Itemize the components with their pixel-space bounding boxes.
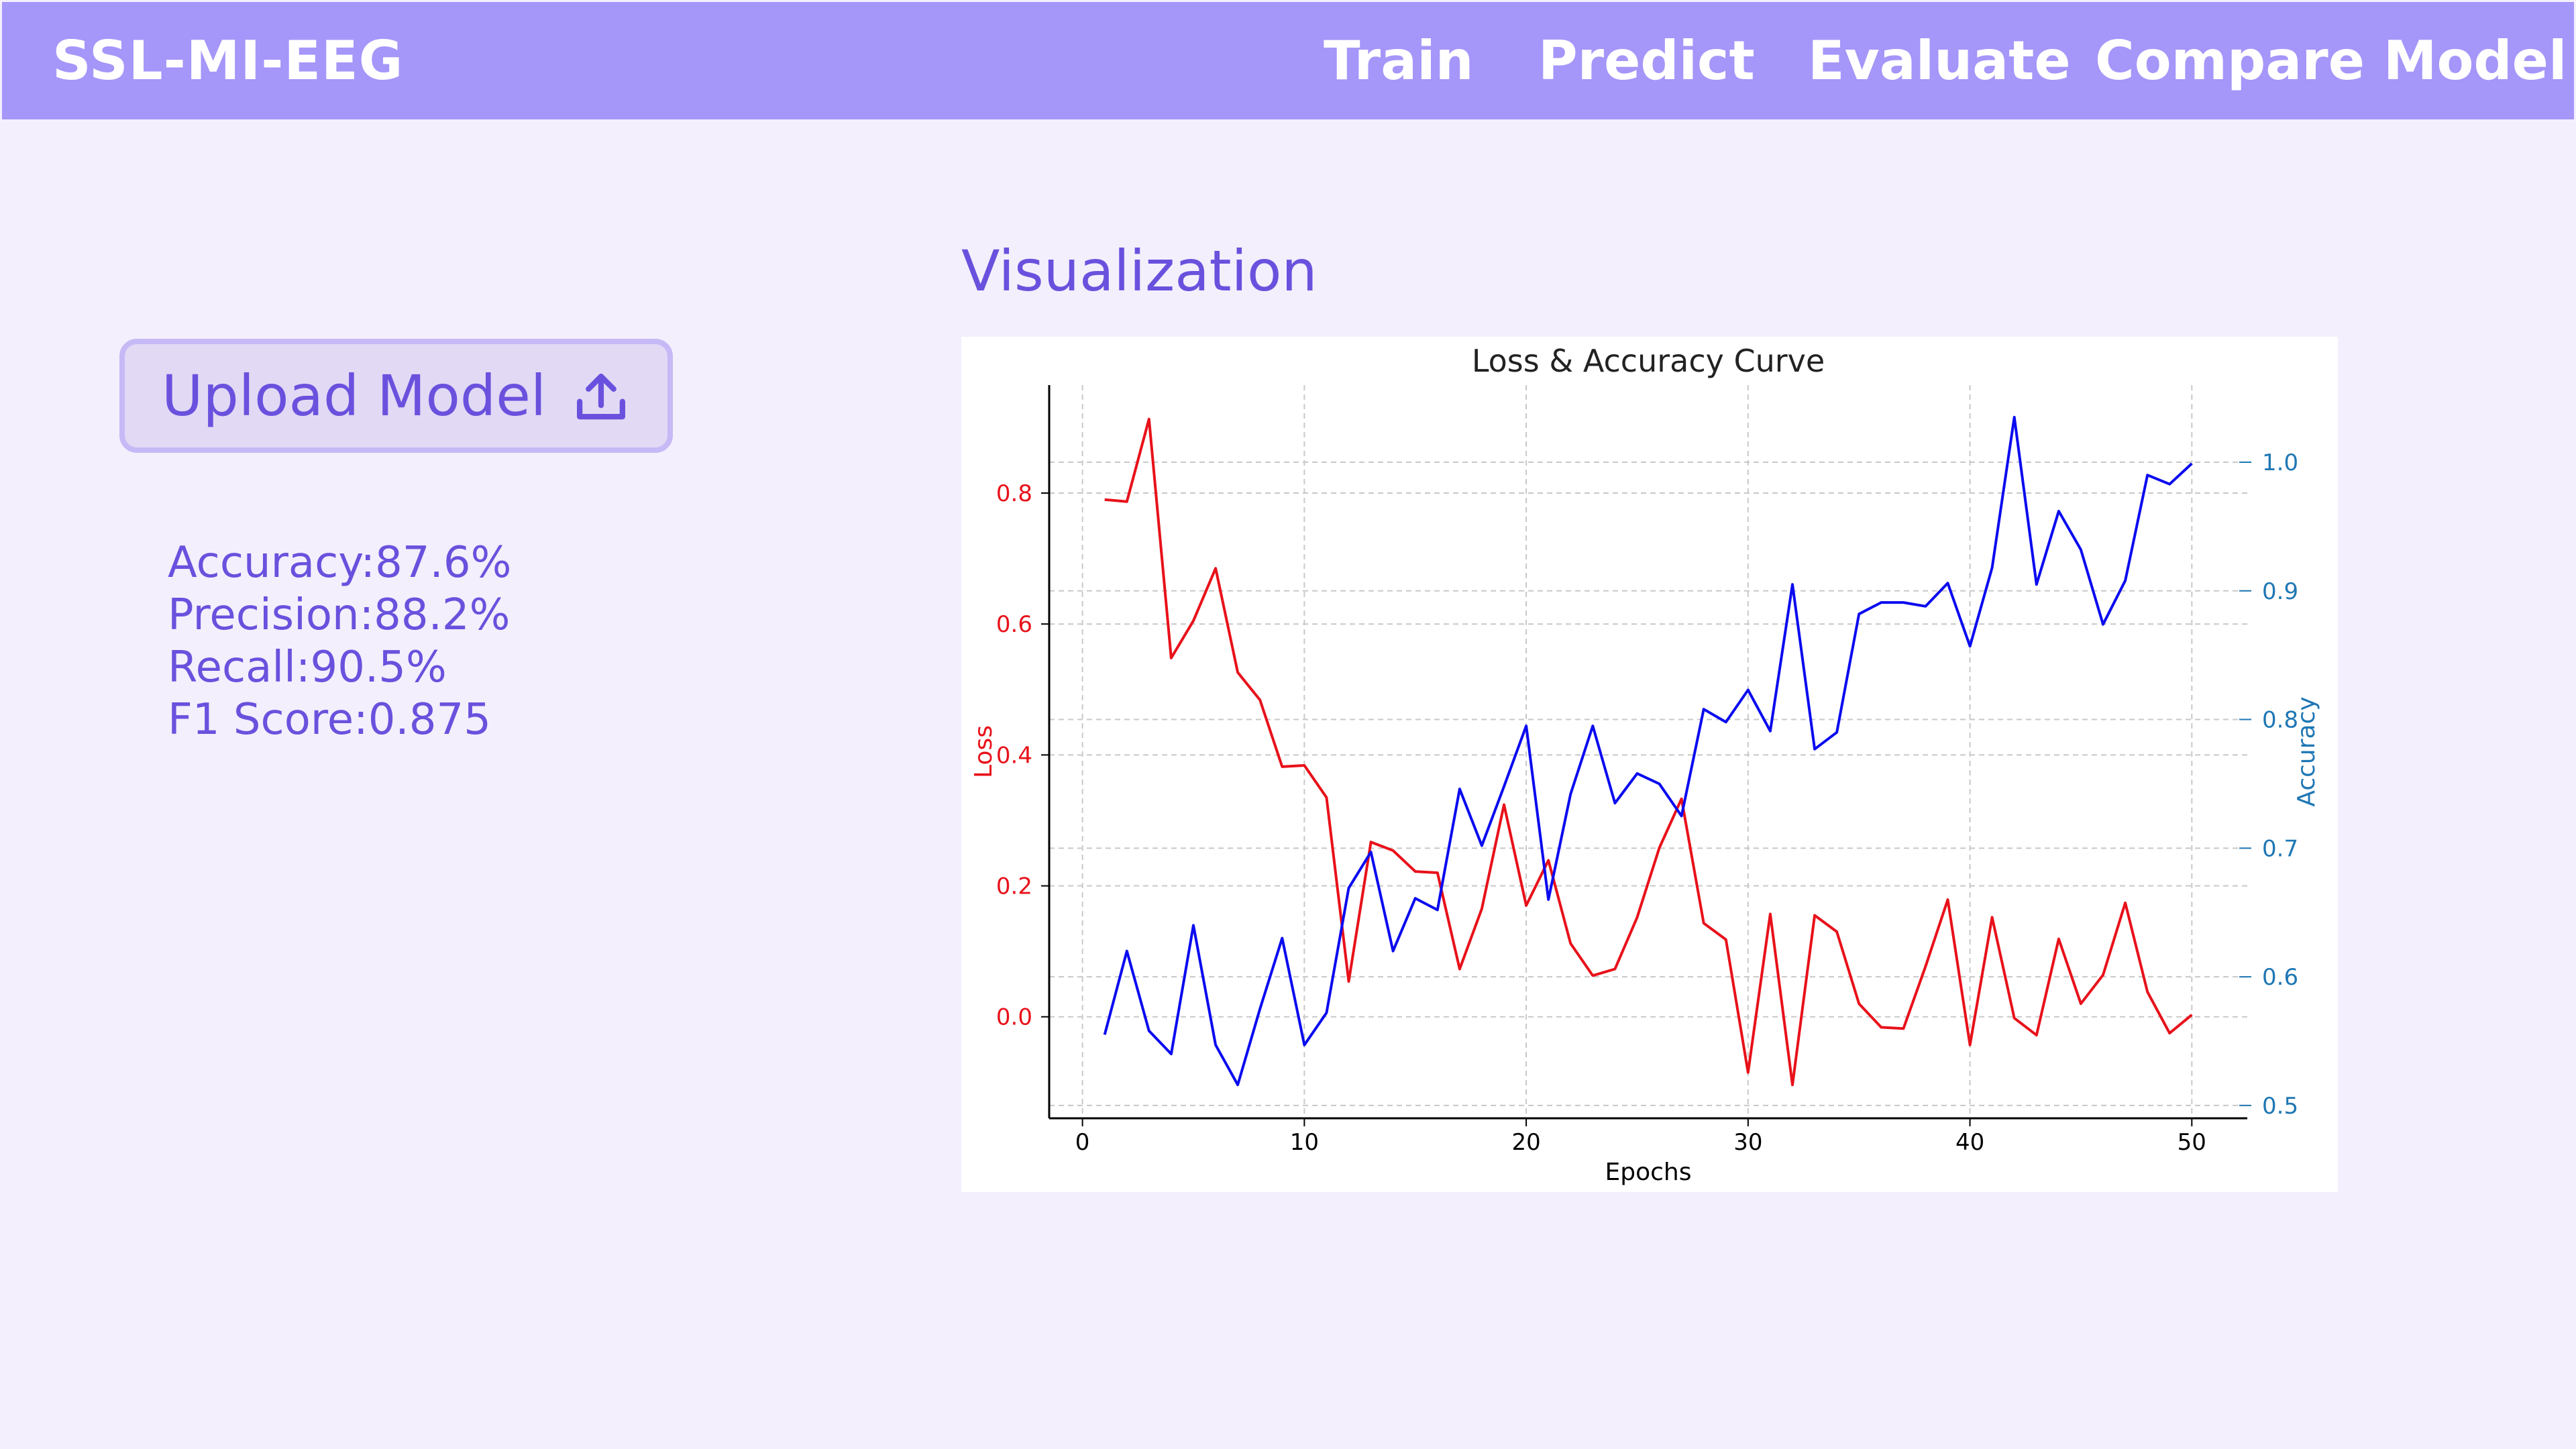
upload-icon: [577, 374, 625, 420]
x-tick-label: 10: [1290, 1129, 1319, 1156]
y-tick-label-left: 0.6: [996, 611, 1032, 638]
chart-panel: 0 10 20 30 40 50 0.0 0.2 0.4 0.6 0.8 0.5 0.6 0.7 0.8 0.…: [961, 337, 2338, 1192]
x-axis-label: Epochs: [1605, 1159, 1692, 1186]
x-tick-label: 30: [1733, 1129, 1762, 1156]
metric-label: Precision:: [168, 590, 374, 640]
metric-value: 0.875: [368, 695, 491, 745]
y-tick-label-right: 0.8: [2262, 707, 2298, 734]
y-axis-label-right: Accuracy: [2293, 696, 2320, 806]
y-tick-label-right: 0.9: [2262, 578, 2298, 605]
x-tick-label: 50: [2178, 1129, 2206, 1156]
metric-value: 90.5%: [310, 643, 447, 692]
metric-label: Accuracy:: [168, 538, 376, 588]
nav-evaluate[interactable]: Evaluate: [1808, 30, 2071, 92]
metric-label: F1 Score:: [168, 695, 368, 745]
metric-precision: Precision: 88.2%: [168, 589, 511, 641]
accuracy-series-line: [1103, 415, 2193, 1087]
metrics-list: Accuracy: 87.6% Precision: 88.2% Recall:…: [168, 537, 511, 746]
visualization-heading: Visualization: [961, 238, 1318, 304]
nav-train[interactable]: Train: [1324, 30, 1474, 92]
metric-accuracy: Accuracy: 87.6%: [168, 537, 511, 589]
loss-accuracy-chart: 0 10 20 30 40 50 0.0 0.2 0.4 0.6 0.8 0.5 0.6 0.7 0.8 0.…: [970, 343, 2320, 1186]
metric-f1-score: F1 Score: 0.875: [168, 694, 511, 746]
upload-model-label: Upload Model: [162, 363, 547, 429]
x-tick-label: 40: [1955, 1129, 1984, 1156]
y-tick-label-right: 0.6: [2262, 964, 2298, 991]
y-tick-label-right: 0.7: [2262, 835, 2298, 862]
metric-value: 88.2%: [374, 590, 511, 640]
metric-recall: Recall: 90.5%: [168, 641, 511, 694]
upload-model-button[interactable]: Upload Model: [119, 339, 673, 453]
nav-compare-model[interactable]: Compare Model: [2095, 30, 2567, 92]
y-tick-label-right: 1.0: [2262, 449, 2298, 476]
x-tick-label: 0: [1075, 1129, 1090, 1156]
top-navbar: SSL-MI-EEG Train Predict Evaluate Compar…: [2, 2, 2574, 119]
y-tick-label-left: 0.8: [996, 480, 1032, 507]
y-axis-label-left: Loss: [970, 725, 998, 778]
nav-predict[interactable]: Predict: [1538, 30, 1755, 92]
x-tick-label: 20: [1511, 1129, 1540, 1156]
app-title[interactable]: SSL-MI-EEG: [52, 30, 404, 92]
y-tick-label-right: 0.5: [2262, 1093, 2298, 1120]
metric-label: Recall:: [168, 643, 311, 692]
y-tick-label-left: 0.0: [996, 1004, 1032, 1031]
metric-value: 87.6%: [375, 538, 512, 588]
y-tick-label-left: 0.4: [996, 742, 1032, 769]
loss-series-line: [1104, 417, 2193, 1087]
y-tick-label-left: 0.2: [996, 873, 1032, 900]
chart-title: Loss & Accuracy Curve: [1472, 343, 1825, 379]
